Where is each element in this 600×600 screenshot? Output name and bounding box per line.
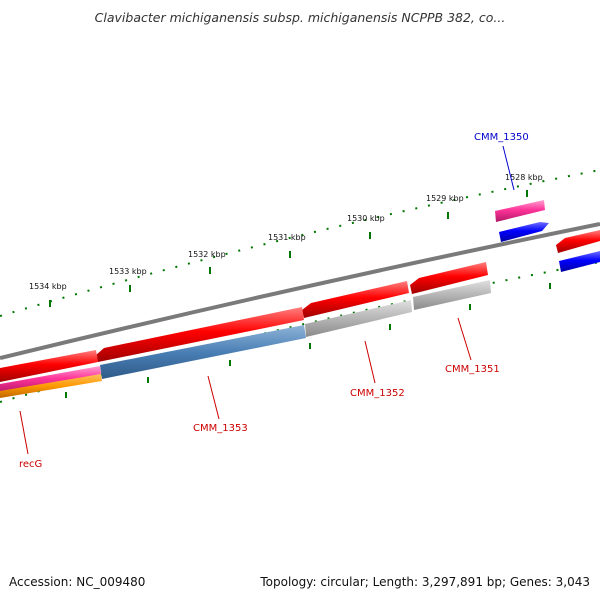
- cds-cmm1352[interactable]: [302, 281, 409, 318]
- cds-cmm1351[interactable]: [410, 262, 488, 294]
- blast-hit-orange: [0, 374, 102, 398]
- gene-label-cmm1352[interactable]: CMM_1352: [350, 388, 405, 399]
- leader-cmm1351: [457, 317, 472, 361]
- gene-label-cmm1353[interactable]: CMM_1353: [193, 423, 248, 434]
- blast-hit-blue: [100, 325, 306, 379]
- ruler-label-1533: 1533 kbp: [109, 267, 147, 276]
- cds-cmm1350-highlight[interactable]: [495, 200, 545, 222]
- gene-label-cmm1351[interactable]: CMM_1351: [445, 364, 500, 375]
- ruler-label-1532: 1532 kbp: [188, 250, 226, 259]
- gene-label-cmm1350[interactable]: CMM_1350: [474, 132, 529, 143]
- cds-cmm1353[interactable]: [96, 307, 304, 362]
- blast-hit-gray-1: [413, 280, 491, 310]
- ruler-major-ticks: [49, 190, 528, 307]
- cds-cmm1350[interactable]: [499, 222, 549, 242]
- leader-cmm1350: [502, 145, 515, 191]
- leader-cmm1352: [364, 340, 376, 384]
- map-title: Clavibacter michiganensis subsp. michiga…: [94, 10, 506, 25]
- ruler-label-1531: 1531 kbp: [268, 233, 306, 242]
- cds-forward-right[interactable]: [559, 251, 600, 272]
- gene-label-recg[interactable]: recG: [19, 459, 42, 470]
- cds-recg[interactable]: [0, 350, 98, 382]
- ruler-label-1530: 1530 kbp: [347, 214, 385, 223]
- leader-recg: [19, 410, 29, 455]
- ruler-label-1529: 1529 kbp: [426, 194, 464, 203]
- topology-text: Topology: circular; Length: 3,297,891 bp…: [260, 575, 590, 589]
- blast-hit-gray-2: [305, 300, 412, 337]
- accession-text: Accession: NC_009480: [9, 575, 146, 589]
- cds-reverse-right[interactable]: [556, 230, 600, 253]
- genome-backbone: [0, 222, 600, 360]
- ruler-label-1534: 1534 kbp: [29, 282, 67, 291]
- ruler-major-ticks-inner: [65, 283, 551, 398]
- ruler-label-1528: 1528 kbp: [505, 173, 543, 182]
- leader-cmm1353: [207, 375, 220, 420]
